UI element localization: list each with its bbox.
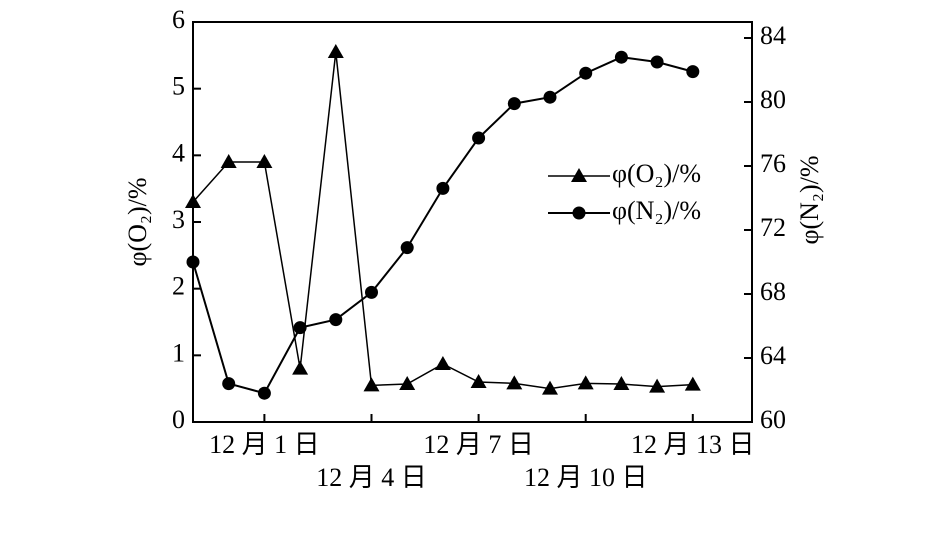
y2-tick-label: 80 xyxy=(760,85,786,114)
y-tick-label: 6 xyxy=(172,5,185,34)
marker xyxy=(650,55,664,69)
marker xyxy=(220,154,237,168)
marker xyxy=(614,50,628,64)
marker xyxy=(365,285,378,299)
marker xyxy=(185,194,201,208)
marker xyxy=(470,374,487,388)
marker xyxy=(577,375,594,390)
marker xyxy=(363,377,380,392)
marker xyxy=(292,360,309,375)
y-tick-label: 3 xyxy=(172,205,185,234)
marker xyxy=(436,181,450,195)
y2-tick-label: 60 xyxy=(760,405,786,434)
y-tick-label: 1 xyxy=(172,338,185,367)
marker xyxy=(572,206,586,220)
marker xyxy=(257,386,271,400)
marker xyxy=(542,380,558,395)
y-axis-label: φ(O₂)/% xyxy=(123,177,152,266)
marker xyxy=(256,154,273,168)
y-tick-label: 2 xyxy=(172,272,185,301)
marker xyxy=(686,65,700,79)
marker xyxy=(293,321,307,335)
marker xyxy=(222,377,236,391)
y-tick-label: 5 xyxy=(172,72,185,101)
marker xyxy=(329,313,343,327)
marker xyxy=(571,168,587,182)
y2-tick-label: 84 xyxy=(760,21,786,50)
y2-tick-label: 64 xyxy=(760,341,786,370)
x-tick-label: 12 月 4 日 xyxy=(316,463,427,492)
marker xyxy=(400,241,414,255)
marker xyxy=(649,378,666,393)
marker xyxy=(472,131,486,145)
marker xyxy=(684,376,701,391)
x-tick-label: 12 月 10 日 xyxy=(524,463,648,492)
x-tick-label: 12 月 1 日 xyxy=(209,430,320,459)
series-line xyxy=(192,56,694,395)
y2-tick-label: 76 xyxy=(760,149,786,178)
y2-tick-label: 68 xyxy=(760,277,786,306)
y-tick-label: 0 xyxy=(172,405,185,434)
x-tick-label: 12 月 7 日 xyxy=(423,430,534,459)
marker xyxy=(507,97,521,111)
y2-axis-label: φ(N₂)/% xyxy=(795,155,824,244)
legend-label: φ(O₂)/% xyxy=(612,159,701,188)
marker xyxy=(327,44,344,58)
marker xyxy=(579,66,593,80)
legend-label: φ(N₂)/% xyxy=(612,196,701,225)
y-tick-label: 4 xyxy=(172,138,185,167)
y2-tick-label: 72 xyxy=(760,213,786,242)
marker xyxy=(543,90,557,104)
marker xyxy=(613,376,630,390)
marker xyxy=(434,356,451,370)
marker xyxy=(399,376,416,390)
marker xyxy=(506,375,523,390)
x-tick-label: 12 月 13 日 xyxy=(631,430,755,459)
marker xyxy=(186,255,200,269)
